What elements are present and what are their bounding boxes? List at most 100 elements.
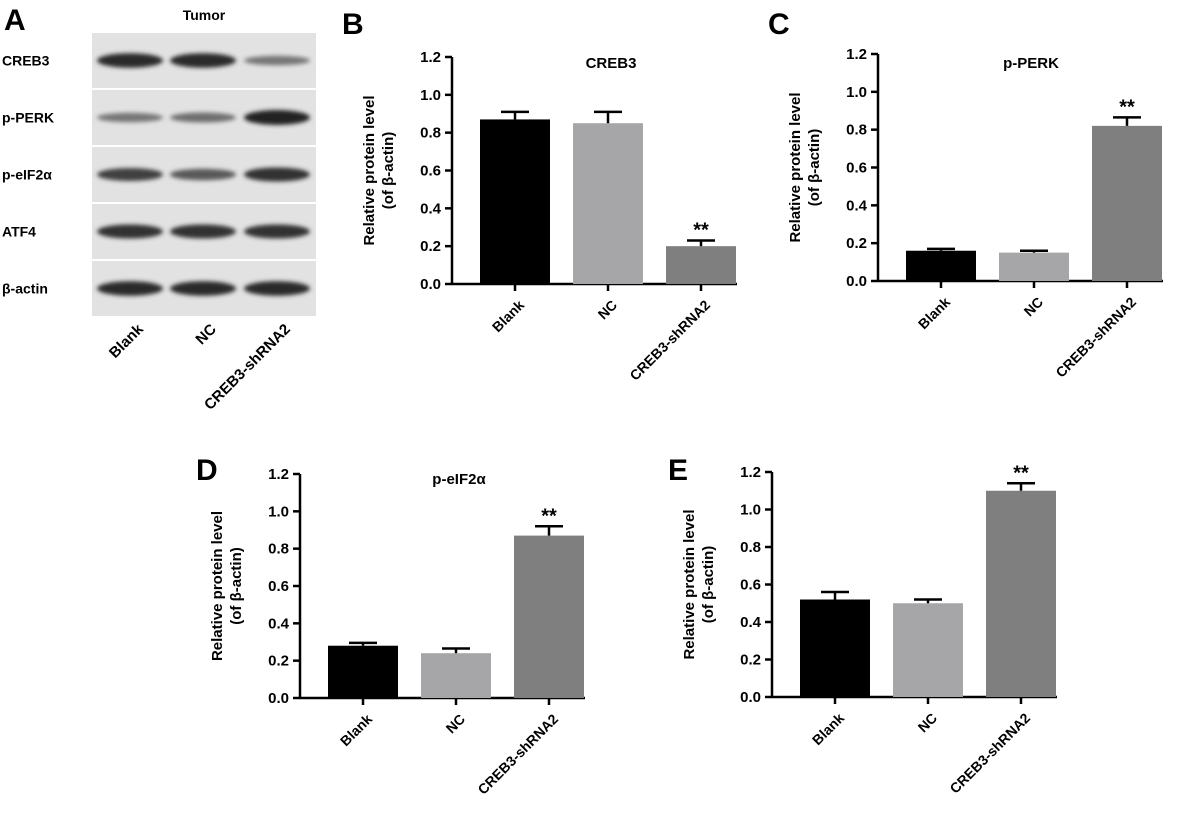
blot-band [170,168,236,181]
bar-nc [999,252,1069,281]
y-tick-label: 0.0 [740,689,761,706]
y-tick-label: 1.2 [846,46,867,63]
y-tick-label: 0.2 [740,652,761,669]
y-tick-label: 0.0 [846,273,867,290]
x-tick-label: NC [442,711,468,737]
blot-row-label: ATF4 [2,224,36,240]
x-tick-label: Blank [337,711,375,749]
x-tick-label: CREB3-shRNA2 [1052,294,1139,381]
blot-row-label: β-actin [2,281,48,297]
y-tick-label: 1.2 [740,464,761,481]
blot-band [97,53,163,68]
y-axis-label: Relative protein level (of β-actin) [681,509,717,659]
y-tick-label: 0.8 [268,541,289,558]
chart-e: E 0.0 0.2 0.4 0.6 0.8 1.0 1.2 Relative protein … [668,454,1057,796]
y-tick-label: 0.0 [268,690,289,707]
x-tick-label: Blank [915,294,953,332]
blot-band [170,53,236,68]
x-tick-label: CREB3-shRNA2 [626,297,713,384]
y-axis-label-line2: (of β-actin) [380,132,397,209]
lane-label: Blank [106,320,147,361]
y-axis-label-line1: Relative protein level [681,509,698,659]
y-tick-label: 0.6 [846,160,867,177]
y-axis-label-line1: Relative protein level [361,95,378,245]
bar-creb3-shrna2 [1092,125,1162,281]
x-tick-label: NC [594,297,620,323]
x-tick-label: CREB3-shRNA2 [946,710,1033,797]
y-axis-label: Relative protein level (of β-actin) [361,95,397,245]
x-tick-label: Blank [809,710,847,748]
y-tick-label: 0.6 [740,577,761,594]
blot-rows: CREB3 p-PERK p-eIF2α ATF4 β-actin [2,33,316,316]
significance-marker: ** [693,219,709,241]
y-axis-label: Relative protein level (of β-actin) [209,511,245,661]
blot-band [97,281,163,296]
chart-d-p-eif2a: D p-eIF2α 0.0 0.2 0.4 0.6 0.8 1.0 1.2 Relative … [196,454,585,797]
blot-row-label: p-PERK [2,110,54,126]
blot-band [97,112,163,123]
bar-blank [800,599,870,697]
y-tick-label: 0.6 [268,578,289,595]
significance-marker: ** [1013,462,1029,484]
y-tick-label: 1.0 [420,87,441,104]
bar-blank [328,645,398,698]
y-axis-label-line1: Relative protein level [209,511,226,661]
significance-marker: ** [1119,96,1135,118]
y-tick-label: 0.8 [846,122,867,139]
panel-letter-b: B [342,8,364,41]
chart-b-creb3: B CREB3 0.0 0.2 0.4 0.6 0.8 1.0 1.2 Relative pr… [342,8,737,383]
panel-letter-c: C [768,8,790,41]
y-tick-label: 0.2 [846,235,867,252]
y-tick-label: 1.0 [846,84,867,101]
blot-band [170,112,236,123]
bar-nc [893,603,963,697]
blot-band [244,281,310,296]
y-tick-label: 0.4 [846,197,868,214]
western-blot-panel: A Tumor CREB3 p-PERK p-eIF2α ATF4 β-actin Bl… [2,4,316,414]
bar-blank [480,119,550,284]
y-tick-label: 0.6 [420,163,441,180]
blot-band [97,168,163,181]
blot-row-label: CREB3 [2,53,50,69]
y-tick-label: 0.4 [420,200,442,217]
chart-title: CREB3 [586,55,637,72]
x-tick-label: Blank [489,297,527,335]
y-tick-label: 0.2 [420,238,441,255]
x-tick-label: NC [914,710,940,736]
bar-creb3-shrna2 [666,246,736,284]
bar-nc [421,653,491,698]
blot-band [170,224,236,239]
blot-band [244,55,310,66]
panel-letter-a: A [4,4,26,37]
y-tick-label: 0.8 [420,125,441,142]
x-tick-label: CREB3-shRNA2 [474,711,561,798]
blot-band [244,110,310,125]
y-tick-label: 0.0 [420,276,441,293]
y-tick-label: 1.0 [740,502,761,519]
blot-band [170,281,236,296]
panel-letter-d: D [196,454,218,487]
y-tick-label: 1.2 [268,466,289,483]
y-tick-label: 0.2 [268,653,289,670]
chart-c-p-perk: C p-PERK 0.0 0.2 0.4 0.6 0.8 1.0 1.2 Relative p… [768,8,1163,380]
blot-band [244,167,310,182]
y-tick-label: 1.0 [268,503,289,520]
y-tick-label: 0.8 [740,539,761,556]
y-axis-label-line2: (of β-actin) [806,129,823,206]
bar-nc [573,123,643,284]
blot-band [97,224,163,239]
y-axis-label-line1: Relative protein level [787,92,804,242]
chart-title: p-eIF2α [432,471,486,488]
y-tick-label: 1.2 [420,49,441,66]
chart-title: p-PERK [1003,55,1059,72]
panel-letter-e: E [668,454,688,487]
y-axis-label: Relative protein level (of β-actin) [787,92,823,242]
bar-blank [906,250,976,281]
significance-marker: ** [541,505,557,527]
bar-creb3-shrna2 [514,535,584,698]
lane-label: NC [192,321,219,348]
x-tick-label: NC [1020,294,1046,320]
y-axis-label-line2: (of β-actin) [700,546,717,623]
